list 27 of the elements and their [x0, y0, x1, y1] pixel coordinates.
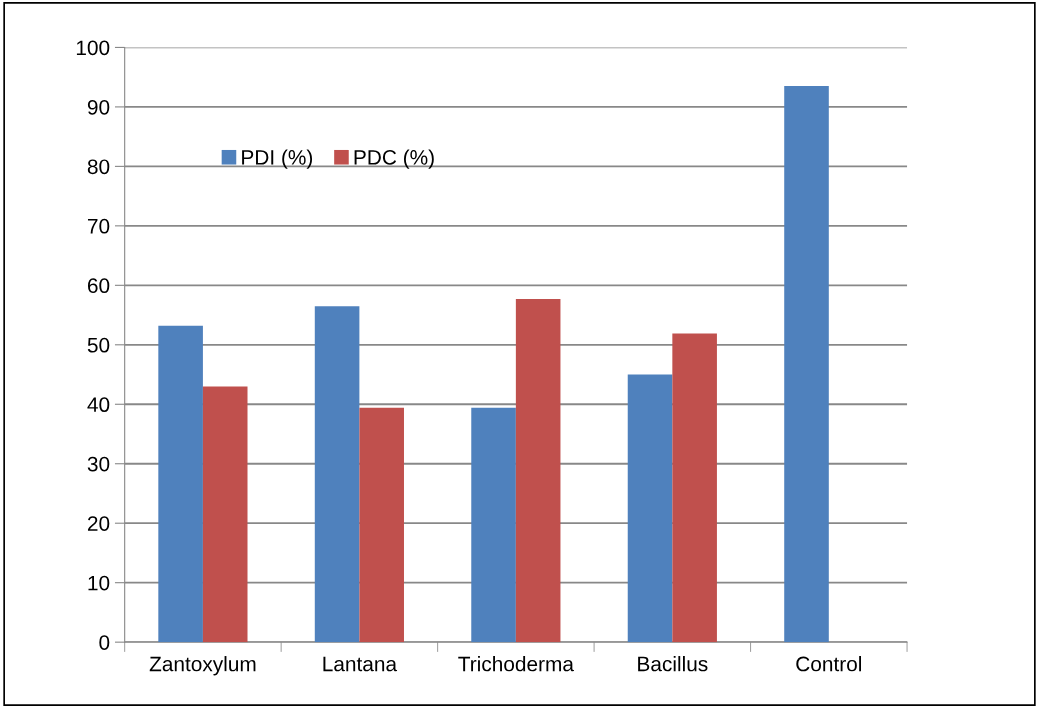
bar — [314, 306, 360, 643]
bar — [515, 299, 561, 643]
y-tick-label: 10 — [88, 575, 110, 591]
y-tick-label: 40 — [87, 397, 110, 413]
y-tick-label: 0 — [99, 635, 110, 650]
x-tick-label: Zantoxylum — [149, 656, 256, 676]
y-tick-label: 70 — [87, 218, 110, 234]
y-tick-label: 50 — [87, 337, 110, 353]
y-tick-label: 90 — [87, 99, 110, 115]
x-tick-label: Trichoderma — [458, 656, 574, 672]
bar — [359, 407, 404, 643]
legend-label: PDC (%) — [354, 149, 434, 169]
bar — [158, 325, 203, 643]
y-tick-label: 60 — [87, 278, 110, 294]
bar — [672, 333, 717, 643]
y-tick-label: 30 — [87, 456, 110, 472]
y-tick-label: 80 — [87, 159, 110, 175]
bar — [471, 407, 516, 643]
legend-label: PDI (%) — [242, 149, 313, 169]
x-tick-label: Lantana — [323, 656, 398, 672]
x-tick-label: Bacillus — [638, 656, 708, 672]
y-tick-label: 20 — [87, 516, 110, 531]
y-tick-label: 100 — [76, 40, 110, 56]
x-tick-label: Control — [796, 656, 861, 672]
bar — [784, 86, 829, 643]
bar — [627, 374, 673, 643]
bar — [202, 386, 248, 643]
